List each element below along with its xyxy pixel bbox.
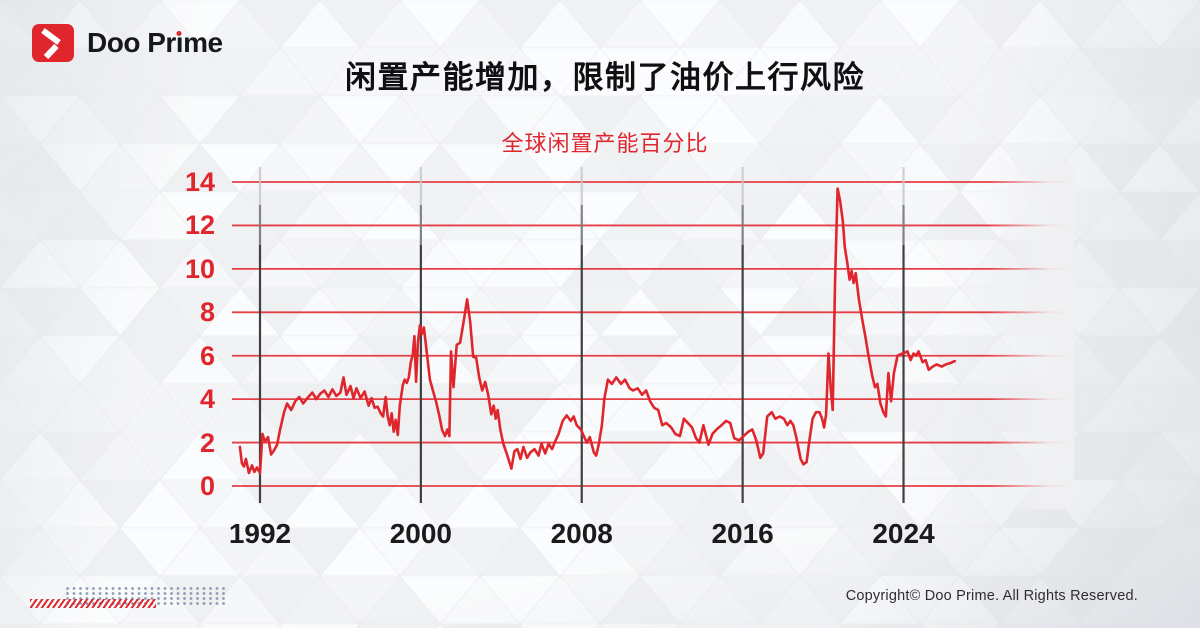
x-axis-label-2008: 2008 bbox=[550, 518, 613, 549]
logo-arrow-icon bbox=[41, 28, 61, 60]
y-axis-label-6: 6 bbox=[199, 340, 215, 371]
y-axis-label-0: 0 bbox=[199, 471, 215, 501]
brand-name-i: ı bbox=[175, 27, 184, 58]
spare-capacity-line bbox=[238, 187, 957, 475]
x-axis-label-2016: 2016 bbox=[711, 518, 774, 549]
y-axis-label-14: 14 bbox=[184, 167, 215, 197]
brand-name: Doo Prı me bbox=[87, 24, 223, 62]
y-axis-label-2: 2 bbox=[199, 427, 215, 458]
y-axis-label-10: 10 bbox=[184, 253, 215, 284]
y-axis-label-8: 8 bbox=[199, 297, 215, 328]
hatched-bar-decoration bbox=[30, 599, 156, 608]
chart-title: 全球闲置产能百分比 bbox=[501, 131, 709, 156]
y-axis-label-4: 4 bbox=[199, 384, 215, 415]
x-axis-label-2024: 2024 bbox=[872, 518, 935, 549]
logo-i-dot bbox=[176, 31, 182, 36]
brand-logo: Doo Prı me bbox=[32, 24, 223, 62]
copyright-text: Copyright© Doo Prime. All Rights Reserve… bbox=[845, 588, 1138, 604]
x-axis-label-1992: 1992 bbox=[228, 518, 292, 549]
doo-prime-logo-icon bbox=[32, 24, 74, 62]
brand-name-part: Doo Pr bbox=[87, 27, 176, 58]
y-axis-label-12: 12 bbox=[184, 210, 215, 241]
x-axis-label-2000: 2000 bbox=[389, 518, 453, 549]
brand-name-part: me bbox=[183, 27, 223, 58]
page-title: 闲置产能增加，限制了油价上行风险 bbox=[345, 60, 865, 95]
